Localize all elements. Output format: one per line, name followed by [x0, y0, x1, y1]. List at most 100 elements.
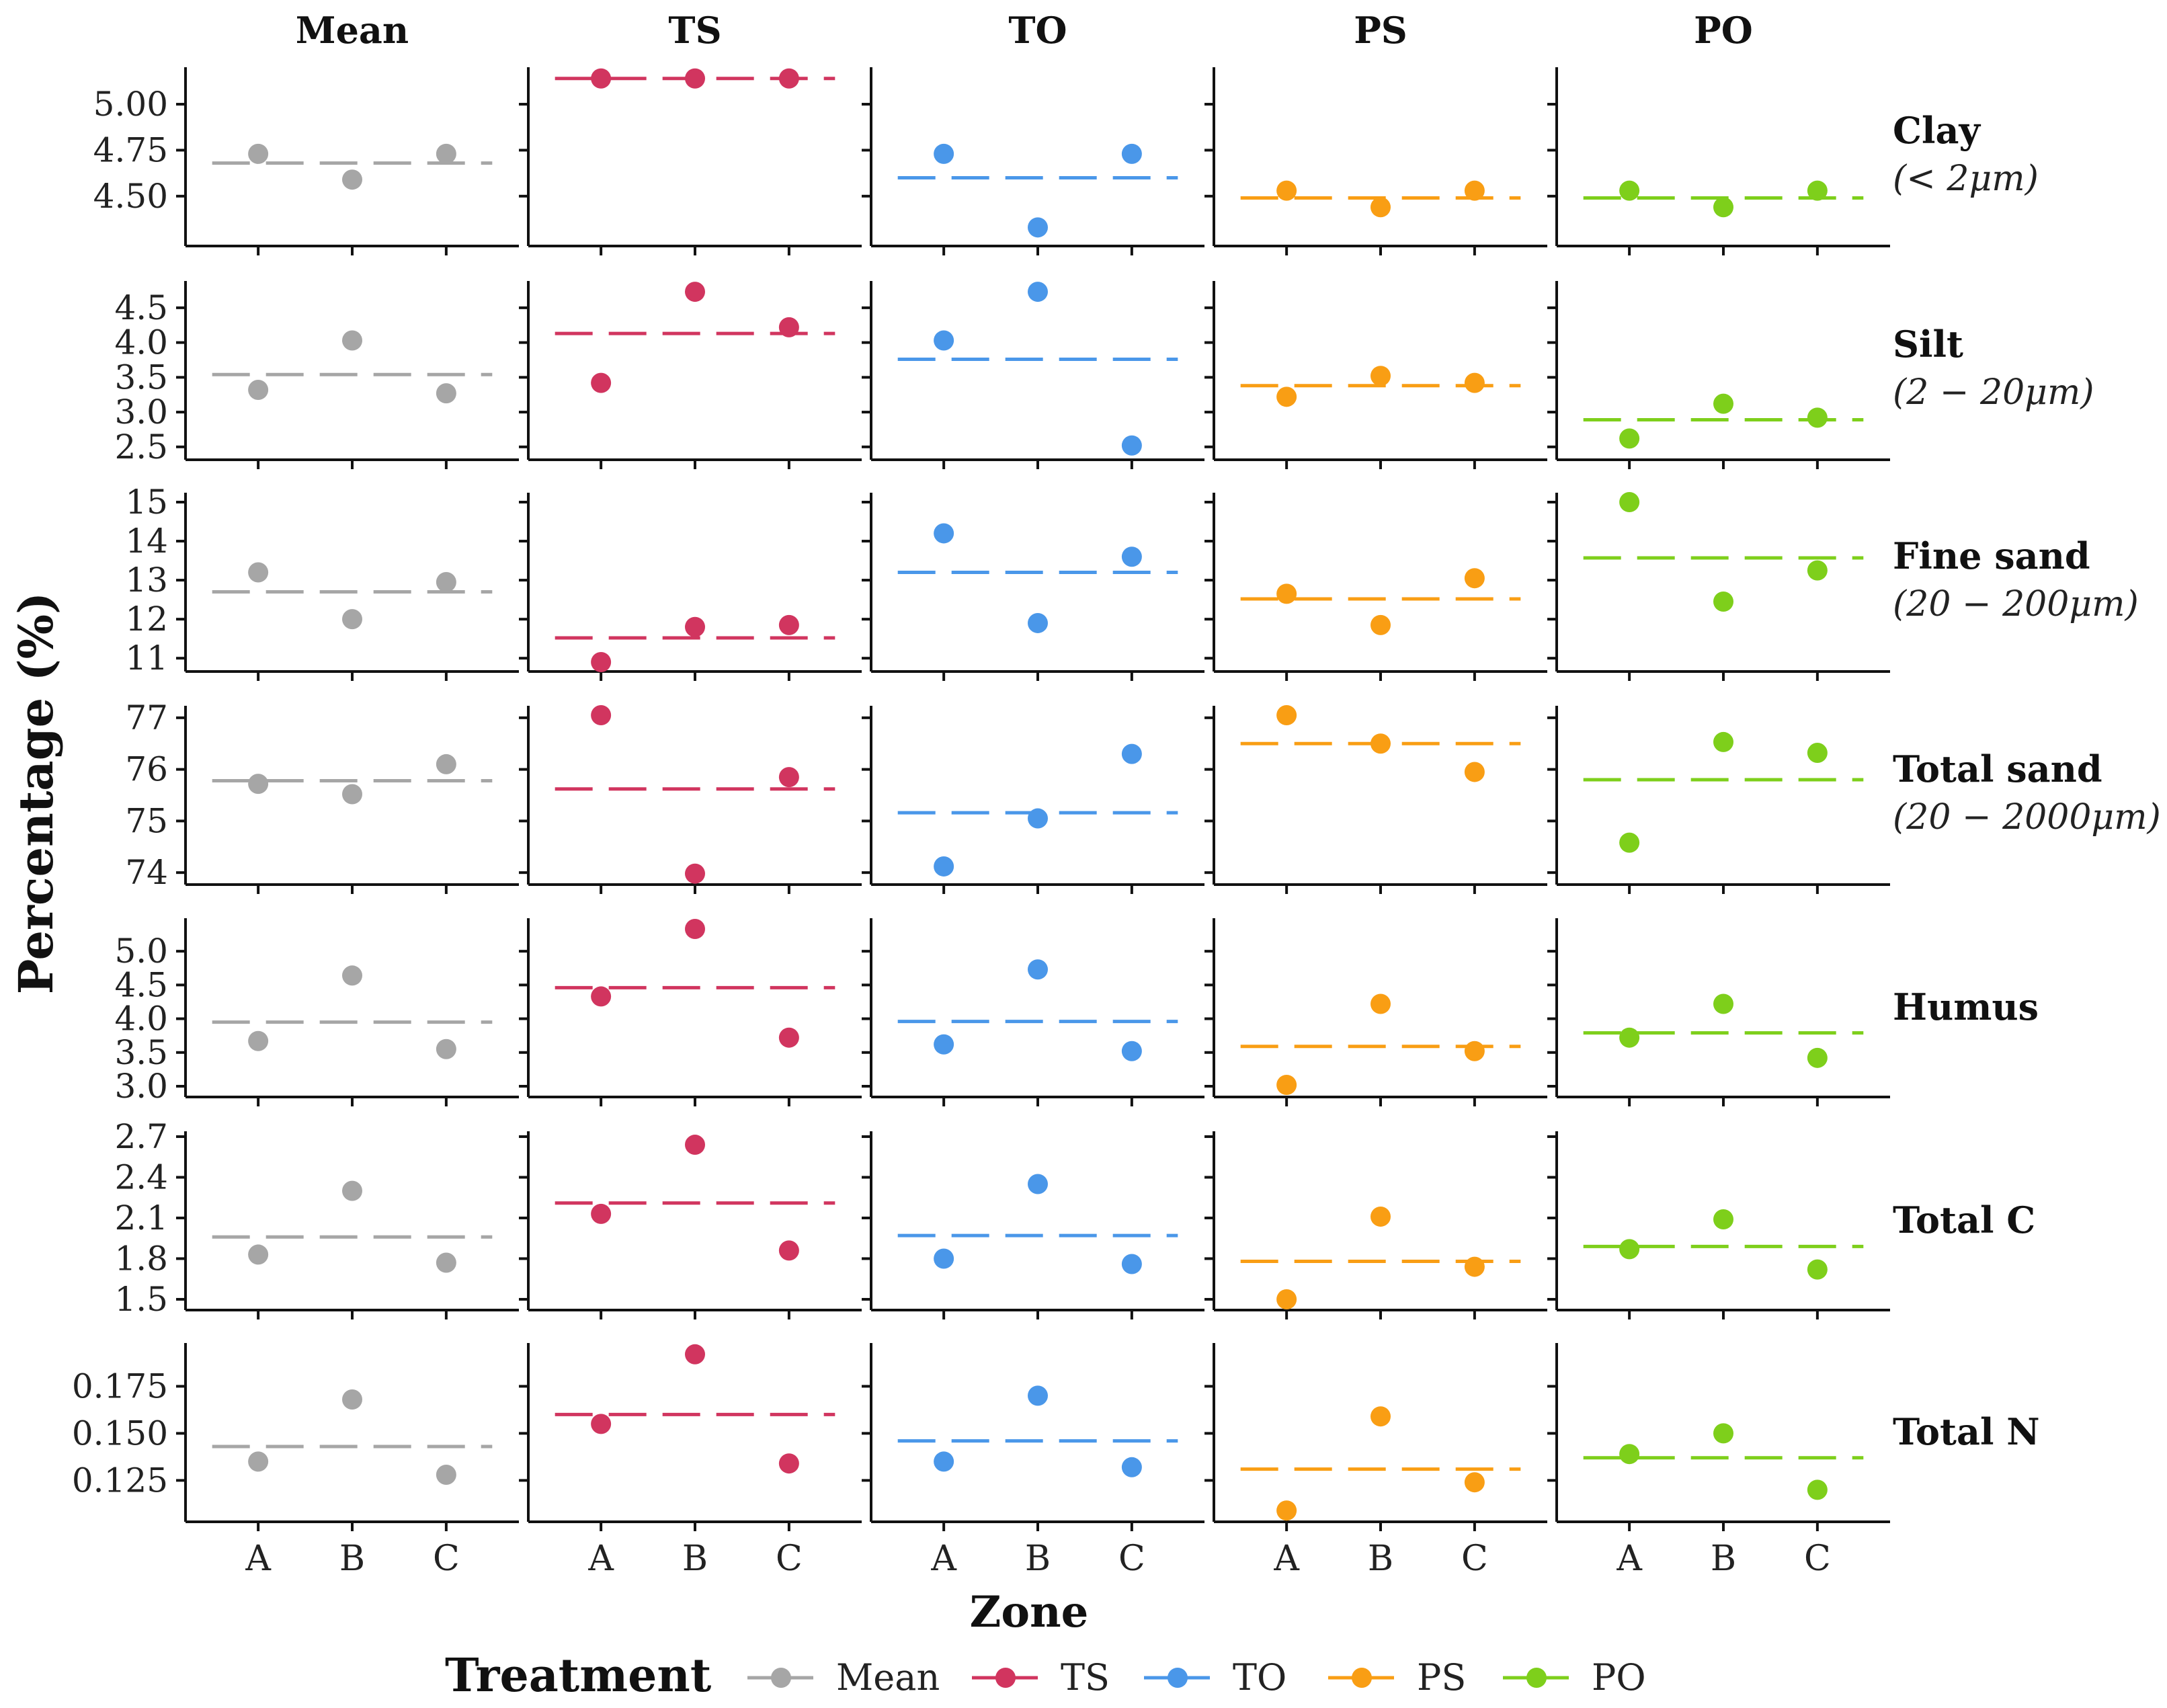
row-label-silt: Silt [1893, 323, 1963, 366]
data-point-b [1371, 733, 1391, 754]
data-point-c [1121, 743, 1142, 764]
data-point-b [685, 68, 705, 89]
data-point-c [436, 754, 456, 774]
data-point-b [1371, 614, 1391, 635]
x-tick-label: C [1804, 1539, 1831, 1579]
data-point-b [1371, 1406, 1391, 1427]
y-tick-label: 2.5 [114, 428, 168, 466]
panel-total-n-ts: A B C [519, 1343, 862, 1579]
y-tick-label: 2.7 [114, 1117, 168, 1156]
legend-label-to: TO [1233, 1656, 1286, 1699]
data-point-b [1028, 1385, 1048, 1406]
y-tick-label: 0.125 [72, 1461, 168, 1500]
data-point-b [1028, 282, 1048, 302]
data-point-b [685, 282, 705, 302]
data-point-a [248, 1244, 269, 1265]
y-tick-label: 4.0 [114, 323, 168, 362]
y-tick-label: 3.0 [114, 1067, 168, 1106]
data-point-a [1276, 387, 1297, 407]
data-point-a [934, 1034, 954, 1055]
y-tick-label: 3.5 [114, 358, 168, 397]
data-point-c [1121, 435, 1142, 456]
data-point-b [1028, 1174, 1048, 1194]
data-point-a [1619, 1027, 1640, 1048]
data-point-c [778, 767, 799, 788]
y-axis-title: Percentage (%) [8, 592, 64, 995]
data-point-a [248, 143, 269, 164]
panel-clay-ts [519, 67, 862, 255]
data-point-c [1464, 1256, 1485, 1277]
legend-label-ps: PS [1417, 1656, 1466, 1699]
data-point-c [778, 68, 799, 89]
data-point-c [778, 1453, 799, 1474]
y-tick-label: 4.0 [114, 1000, 168, 1039]
panel-silt-ts [519, 281, 862, 469]
data-point-c [436, 383, 456, 404]
data-point-b [1371, 1206, 1391, 1227]
data-point-b [342, 609, 362, 630]
data-point-b [1713, 197, 1733, 218]
column-header-ps: PS [1354, 9, 1407, 52]
x-tick-label: A [930, 1539, 957, 1579]
column-header-ts: TS [668, 9, 721, 52]
panel-humus-mean: 3.03.54.04.55.0 [114, 918, 519, 1106]
row-unit-fine-sand: (20 − 200μm) [1893, 584, 2139, 624]
y-tick-label: 13 [125, 561, 168, 600]
x-tick-label: B [1368, 1539, 1393, 1579]
y-tick-label: 3.5 [114, 1033, 168, 1072]
row-label-total-n: Total N [1893, 1410, 2040, 1453]
legend-key-point-mean [771, 1668, 791, 1688]
data-point-b [685, 1135, 705, 1155]
panel-total-c-ts [519, 1131, 862, 1319]
data-point-c [1807, 743, 1828, 764]
x-tick-label: C [1461, 1539, 1488, 1579]
x-tick-label: C [433, 1539, 460, 1579]
data-point-c [778, 614, 799, 635]
data-point-b [342, 965, 362, 986]
y-tick-label: 75 [125, 801, 168, 840]
y-tick-label: 4.75 [93, 130, 168, 169]
panel-total-n-to: A B C [862, 1343, 1204, 1579]
data-point-b [342, 1389, 362, 1410]
data-point-c [778, 1027, 799, 1048]
data-point-a [248, 774, 269, 795]
data-point-a [934, 523, 954, 544]
data-point-b [685, 863, 705, 884]
data-point-a [591, 68, 612, 89]
panel-total-sand-ts [519, 705, 862, 894]
row-label-clay: Clay [1893, 109, 1981, 152]
column-header-po: PO [1694, 9, 1753, 52]
data-point-b [1713, 393, 1733, 414]
panel-silt-po [1547, 281, 1890, 469]
data-point-b [1713, 1209, 1733, 1229]
data-point-a [1276, 1289, 1297, 1309]
data-point-c [1807, 1479, 1828, 1500]
y-tick-label: 2.4 [114, 1157, 168, 1196]
y-tick-label: 0.150 [72, 1414, 168, 1453]
data-point-a [248, 379, 269, 400]
y-tick-label: 0.175 [72, 1367, 168, 1406]
data-point-a [1619, 832, 1640, 853]
panel-total-c-ps [1204, 1131, 1547, 1319]
data-point-a [1276, 1500, 1297, 1521]
legend-title: Treatment [445, 1649, 712, 1703]
panel-silt-to [862, 281, 1204, 469]
y-tick-label: 77 [125, 698, 168, 737]
data-point-b [1371, 993, 1391, 1014]
column-header-to: TO [1008, 9, 1067, 52]
panel-total-c-to [862, 1131, 1204, 1319]
row-unit-silt: (2 − 20μm) [1893, 372, 2094, 413]
data-point-a [591, 652, 612, 672]
data-point-c [1464, 762, 1485, 782]
row-label-fine-sand: Fine sand [1893, 534, 2090, 577]
row-label-total-c: Total C [1893, 1198, 2035, 1242]
data-point-a [591, 986, 612, 1007]
data-point-c [778, 1240, 799, 1261]
panel-fine-sand-ts [519, 493, 862, 681]
panel-total-n-ps: A B C [1204, 1343, 1547, 1579]
data-point-b [685, 919, 705, 940]
x-tick-label: B [1711, 1539, 1736, 1579]
data-point-a [934, 856, 954, 877]
data-point-c [1807, 1259, 1828, 1280]
